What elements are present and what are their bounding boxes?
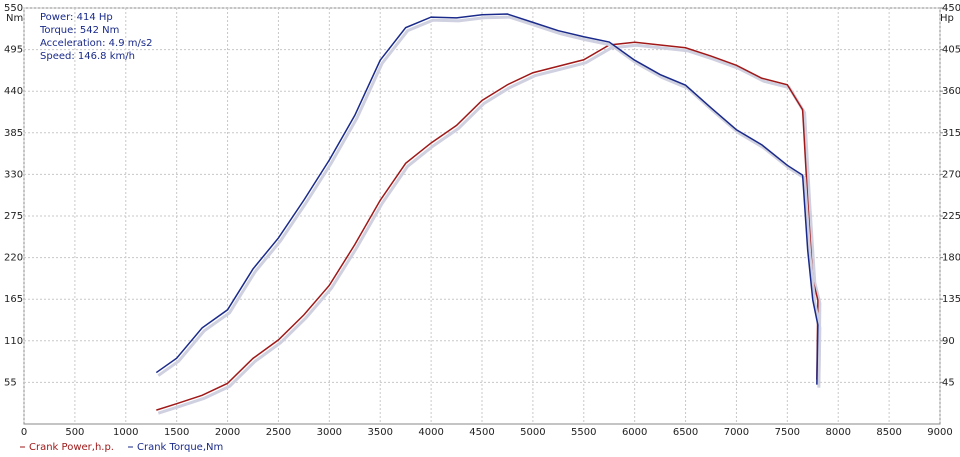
y-tick-label: 275: [4, 211, 23, 222]
x-tick-label: 6000: [622, 427, 647, 438]
y2-tick-label: 45: [942, 377, 955, 388]
y-tick-label: 440: [4, 86, 23, 97]
x-tick-label: 3500: [367, 427, 392, 438]
y2-tick-label: 315: [942, 128, 960, 139]
x-tick-label: 6500: [673, 427, 698, 438]
series-shadow: [157, 15, 822, 388]
y2-tick-label: 405: [942, 45, 960, 56]
y-tick-label: 550: [4, 3, 23, 14]
y-axis-label: Nm: [6, 13, 23, 24]
y2-tick-label: 270: [942, 169, 960, 180]
y2-axis-label: Hp: [940, 13, 954, 24]
x-tick-label: 3000: [317, 427, 342, 438]
x-tick-label: 4500: [469, 427, 494, 438]
y2-tick-label: 180: [942, 253, 960, 264]
info-text: Power: 414 Hp: [40, 12, 113, 23]
x-tick-label: 500: [65, 427, 84, 438]
y-tick-label: 220: [4, 253, 23, 264]
info-text: Acceleration: 4.9 m/s2: [40, 38, 152, 49]
y2-tick-label: 360: [942, 86, 960, 97]
info-text: Speed: 146.8 km/h: [40, 51, 135, 62]
y-tick-label: 385: [4, 128, 23, 139]
x-tick-label: 5500: [571, 427, 596, 438]
series-line: [155, 13, 819, 385]
legend-label: Crank Torque,Nm: [137, 442, 223, 453]
y2-tick-label: 135: [942, 294, 960, 305]
legend-label: Crank Power,h.p.: [29, 442, 114, 453]
y-tick-label: 330: [4, 169, 23, 180]
info-text: Torque: 542 Nm: [39, 25, 119, 36]
x-tick-label: 1500: [164, 427, 189, 438]
x-tick-label: 2500: [266, 427, 291, 438]
x-tick-label: 8500: [876, 427, 901, 438]
y-tick-label: 110: [4, 336, 23, 347]
x-tick-label: 1000: [113, 427, 138, 438]
series-line: [156, 41, 819, 411]
y-tick-label: 55: [4, 377, 17, 388]
x-tick-label: 8000: [825, 427, 850, 438]
y-tick-label: 495: [4, 45, 23, 56]
x-tick-label: 2000: [215, 427, 240, 438]
y-tick-label: 165: [4, 294, 23, 305]
y2-tick-label: 450: [942, 3, 960, 14]
y2-tick-label: 225: [942, 211, 960, 222]
x-tick-label: 5000: [520, 427, 545, 438]
x-tick-label: 7500: [775, 427, 800, 438]
x-tick-label: 7000: [724, 427, 749, 438]
x-tick-label: 0: [21, 427, 27, 438]
y2-tick-label: 90: [942, 336, 955, 347]
x-tick-label: 4000: [418, 427, 443, 438]
x-tick-label: 9000: [927, 427, 952, 438]
